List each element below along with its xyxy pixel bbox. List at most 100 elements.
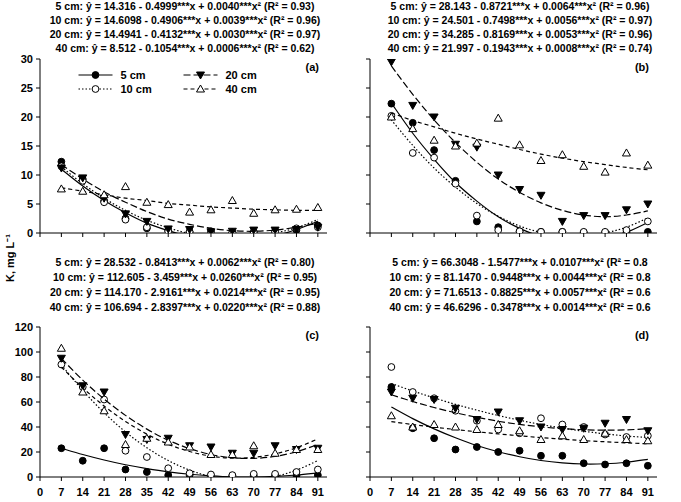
data-point: [143, 454, 150, 461]
data-point: [79, 187, 87, 194]
x-tick: [647, 233, 648, 237]
data-point: [409, 102, 417, 109]
data-point: [57, 355, 65, 362]
data-point: [208, 471, 215, 477]
x-tick-label: 35: [141, 486, 153, 498]
data-point: [101, 445, 108, 452]
data-point: [387, 113, 395, 120]
data-point: [601, 429, 609, 436]
y-tick: [366, 427, 370, 428]
x-tick: [168, 233, 169, 237]
data-point: [186, 208, 194, 215]
data-point: [208, 229, 215, 233]
x-tick-label: 70: [248, 486, 260, 498]
data-point: [580, 162, 588, 169]
equation: 40 cm: ŷ = 106.694 - 2.8397***x + 0.0220…: [50, 301, 321, 313]
y-tick: [36, 88, 40, 89]
data-point: [207, 206, 215, 213]
x-tick: [434, 477, 435, 481]
x-tick: [232, 233, 233, 237]
x-tick-label: 63: [556, 486, 568, 498]
data-point: [558, 151, 566, 158]
x-tick: [317, 477, 318, 481]
x-tick: [40, 477, 41, 481]
x-tick: [476, 233, 477, 237]
panel-label: (c): [306, 329, 320, 341]
data-point: [292, 205, 300, 212]
x-tick: [391, 233, 392, 237]
x-tick-label: 0: [37, 486, 43, 498]
data-point: [622, 417, 630, 424]
x-tick: [189, 233, 190, 237]
data-point: [430, 114, 438, 121]
x-tick-label: 77: [599, 486, 611, 498]
x-tick: [125, 233, 126, 237]
panel: 5 cm: ŷ = 66.3048 - 1.5477***x + 0.0107*…: [366, 256, 657, 498]
data-point: [228, 197, 236, 204]
data-point: [143, 198, 151, 205]
x-tick-label: 42: [492, 486, 504, 498]
x-tick: [253, 233, 254, 237]
x-tick: [189, 477, 190, 481]
y-tick: [36, 175, 40, 176]
panel: 5 cm: ŷ = 14.316 - 0.4999***x + 0.0040**…: [21, 0, 327, 241]
data-point: [516, 418, 524, 425]
data-point: [452, 180, 459, 187]
y-tick: [366, 117, 370, 118]
data-point: [293, 227, 300, 233]
y-tick: [36, 146, 40, 147]
plot-area: [57, 344, 321, 477]
x-tick-label: 0: [367, 486, 373, 498]
data-point: [580, 460, 587, 467]
x-tick-label: 56: [535, 486, 547, 498]
fit-curve: [61, 188, 317, 211]
x-tick-label: 84: [290, 486, 303, 498]
x-tick: [82, 233, 83, 237]
x-tick-label: 63: [226, 486, 238, 498]
equation: 10 cm: ŷ = 112.605 - 3.459***x + 0.0260*…: [53, 271, 317, 283]
data-point: [516, 228, 523, 233]
data-point: [409, 150, 416, 157]
data-point: [580, 425, 588, 432]
data-point: [250, 442, 258, 449]
panel-label: (d): [635, 329, 649, 341]
data-point: [292, 447, 300, 454]
data-point: [143, 434, 151, 441]
data-point: [186, 470, 193, 477]
x-tick-label: 28: [449, 486, 461, 498]
y-tick-label: 100: [15, 346, 33, 358]
x-tick: [626, 233, 627, 237]
y-tick: [36, 452, 40, 453]
fit-curve: [61, 165, 317, 232]
x-tick-label: 49: [513, 486, 525, 498]
y-tick-label: 5: [27, 198, 33, 210]
data-point: [537, 436, 545, 443]
equation: 5 cm: ŷ = 28.143 - 0.8721***x + 0.0064**…: [391, 0, 650, 12]
x-tick: [146, 233, 147, 237]
data-point: [537, 192, 545, 199]
x-tick: [647, 477, 648, 481]
data-point: [558, 218, 566, 225]
data-point: [602, 228, 609, 233]
data-point: [494, 409, 502, 416]
panel: 5 cm: ŷ = 28.532 - 0.8413***x + 0.0062**…: [15, 256, 327, 498]
data-point: [165, 465, 172, 472]
data-point: [580, 436, 588, 443]
x-tick-label: 35: [471, 486, 483, 498]
data-point: [516, 228, 523, 233]
x-tick: [82, 477, 83, 481]
y-tick: [36, 477, 40, 478]
equation: 20 cm: ŷ = 34.285 - 0.8169***x + 0.0053*…: [388, 28, 653, 40]
data-point: [229, 229, 236, 233]
data-point: [228, 228, 236, 233]
data-point: [430, 397, 438, 404]
data-point: [387, 412, 395, 419]
data-point: [387, 389, 395, 396]
x-tick: [498, 233, 499, 237]
x-tick: [562, 233, 563, 237]
x-tick: [540, 233, 541, 237]
data-point: [292, 227, 300, 233]
data-point: [538, 415, 545, 422]
x-tick: [370, 233, 371, 237]
x-tick: [275, 477, 276, 481]
